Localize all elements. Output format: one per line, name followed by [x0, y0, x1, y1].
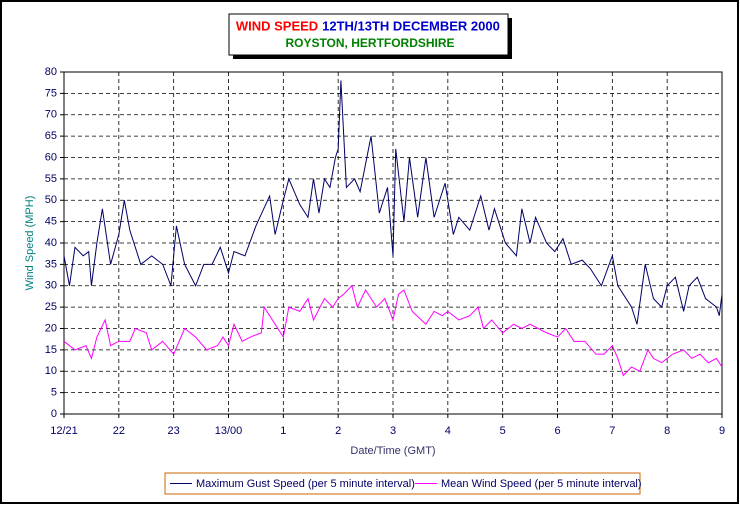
line-series: [63, 284, 723, 377]
x-tick-label: 13/00: [215, 425, 243, 437]
y-axis-label: Wind Speed (MPH): [24, 196, 36, 291]
y-tick-label: 35: [45, 258, 57, 270]
y-tick-label: 65: [45, 130, 57, 142]
legend-box: [164, 472, 641, 495]
plot-border: [63, 71, 723, 415]
y-tick-label: 15: [45, 344, 57, 356]
x-tick-label: 4: [445, 425, 451, 437]
x-tick-label: 9: [719, 425, 725, 437]
x-tick-label: 22: [113, 425, 125, 437]
title: WIND SPEED: [236, 18, 318, 33]
x-tick-label: 7: [609, 425, 615, 437]
y-tick-label: 45: [45, 216, 57, 228]
x-tick-label: 5: [500, 425, 506, 437]
subtitle: ROYSTON, HERTFORDSHIRE: [285, 36, 454, 50]
y-tick-label: 50: [45, 194, 57, 206]
y-tick-label: 40: [45, 237, 57, 249]
x-tick-label: 1: [280, 425, 286, 437]
y-tick-label: 5: [51, 387, 57, 399]
x-axis-label: Date/Time (GMT): [350, 445, 435, 457]
title-box: [228, 13, 509, 56]
y-tick-label: 30: [45, 280, 57, 292]
x-tick-label: 23: [168, 425, 180, 437]
y-tick-label: 0: [51, 408, 57, 420]
x-tick-label: 2: [335, 425, 341, 437]
legend-label: Maximum Gust Speed (per 5 minute interva…: [196, 478, 415, 490]
x-tick-label: 6: [554, 425, 560, 437]
x-tick-label: 3: [390, 425, 396, 437]
y-tick-label: 25: [45, 301, 57, 313]
title: 12TH/13TH DECEMBER 2000: [322, 18, 500, 33]
y-tick-label: 75: [45, 87, 57, 99]
y-tick-label: 20: [45, 322, 57, 334]
y-tick-label: 60: [45, 151, 57, 163]
x-tick-label: 8: [664, 425, 670, 437]
line-series: [63, 80, 723, 325]
x-tick-label: 12/21: [50, 425, 78, 437]
y-tick-label: 10: [45, 365, 57, 377]
y-tick-label: 55: [45, 173, 57, 185]
y-tick-label: 80: [45, 66, 57, 78]
legend-label: Mean Wind Speed (per 5 minute interval): [441, 478, 642, 490]
y-tick-label: 70: [45, 109, 57, 121]
